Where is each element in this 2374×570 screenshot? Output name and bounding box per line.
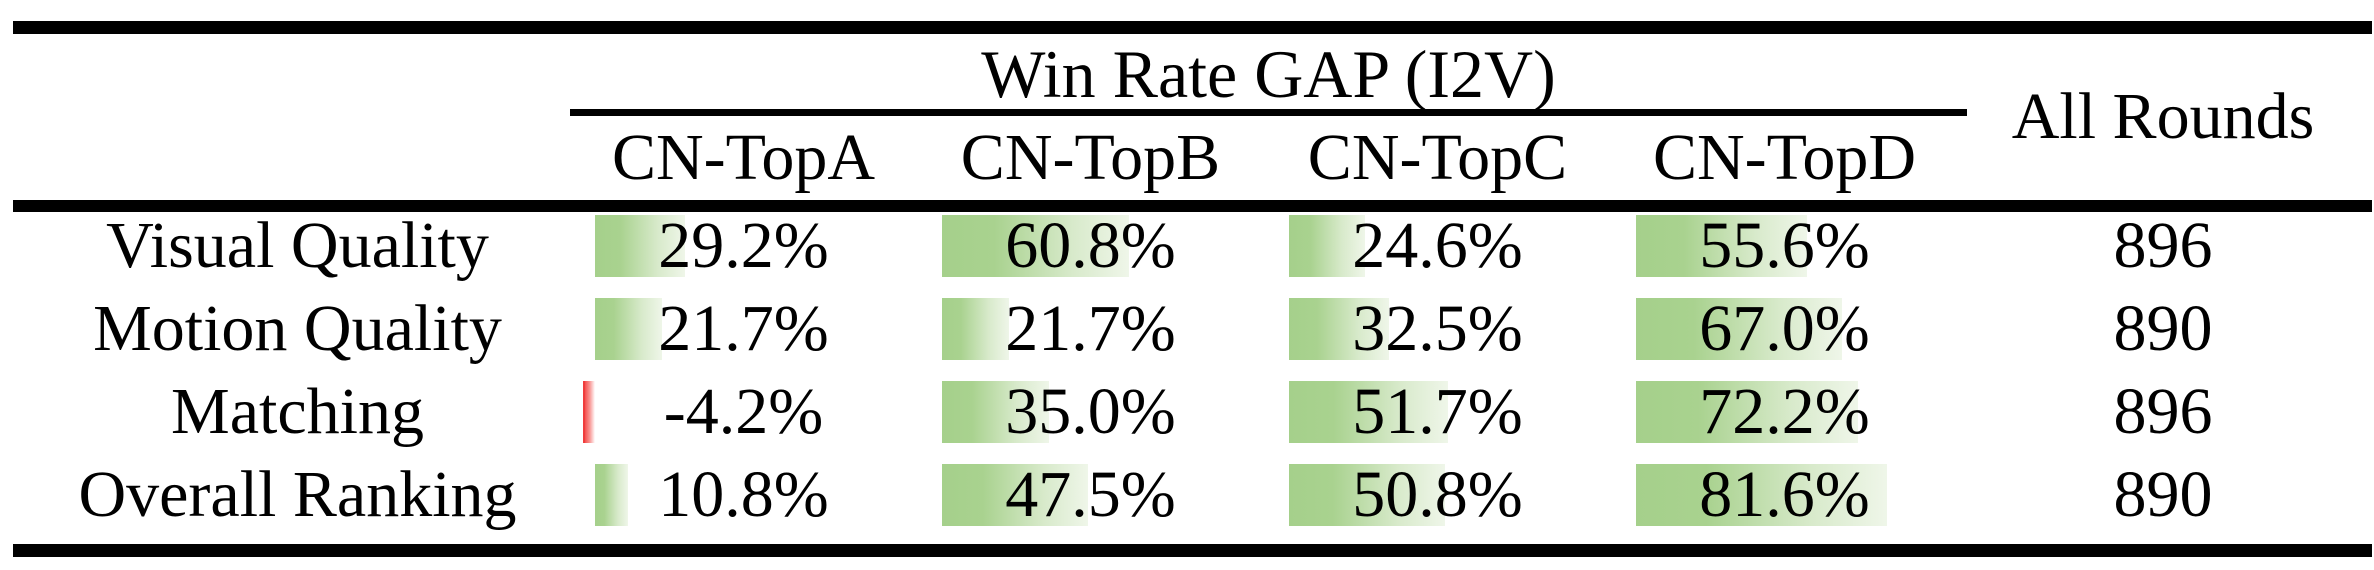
data-bar — [1636, 381, 1858, 443]
cell-value: 29.2% — [658, 209, 829, 282]
group-header: Win Rate GAP (I2V) — [981, 36, 1556, 112]
cell-value: 21.7% — [658, 292, 829, 365]
table-row: Matching -4.2% 35.0% 51.7% 72.2% 896 — [0, 375, 2374, 461]
table-row: Visual Quality 29.2% 60.8% 24.6% 55.6% 8… — [0, 209, 2374, 295]
cell-value: 50.8% — [1352, 458, 1523, 531]
table-cell: 10.8% — [570, 458, 917, 544]
cell-value: 32.5% — [1352, 292, 1523, 365]
data-bar — [1636, 298, 1842, 360]
column-header-all-rounds: All Rounds — [2011, 79, 2315, 153]
table-bottom-rule — [13, 544, 2372, 557]
row-label: Overall Ranking — [78, 458, 517, 531]
cell-value: 55.6% — [1699, 209, 1870, 282]
table-cell: 51.7% — [1264, 375, 1611, 461]
table-cell: 72.2% — [1611, 375, 1958, 461]
column-header-cn-topa: CN-TopA — [611, 120, 876, 194]
data-bar — [942, 298, 1009, 360]
data-bar — [583, 381, 595, 443]
cell-value: 67.0% — [1699, 292, 1870, 365]
data-bar — [942, 215, 1129, 277]
cell-value: 60.8% — [1005, 209, 1176, 282]
table-cell: 32.5% — [1264, 292, 1611, 378]
data-bar — [595, 464, 629, 526]
cell-value: 72.2% — [1699, 375, 1870, 448]
data-bar — [1289, 298, 1389, 360]
table-cell: 35.0% — [917, 375, 1264, 461]
table-cell: 29.2% — [570, 209, 917, 295]
column-header-cn-topc: CN-TopC — [1307, 120, 1568, 194]
cell-value: 51.7% — [1352, 375, 1523, 448]
row-label: Motion Quality — [93, 292, 502, 365]
table-cell: 47.5% — [917, 458, 1264, 544]
data-bar — [1636, 464, 1887, 526]
all-rounds-value: 896 — [2113, 375, 2213, 448]
cell-value: 47.5% — [1005, 458, 1176, 531]
table-cell: 60.8% — [917, 209, 1264, 295]
all-rounds-value: 896 — [2113, 209, 2213, 282]
data-bar — [942, 464, 1088, 526]
cell-value: -4.2% — [663, 375, 824, 448]
data-bar — [1636, 215, 1807, 277]
data-bar — [1289, 215, 1365, 277]
table-cell: 21.7% — [917, 292, 1264, 378]
data-bar — [1289, 464, 1445, 526]
table-cell: 50.8% — [1264, 458, 1611, 544]
cell-value: 35.0% — [1005, 375, 1176, 448]
data-bar — [595, 215, 685, 277]
data-bar — [1289, 381, 1448, 443]
all-rounds-value: 890 — [2113, 458, 2213, 531]
table-cell: -4.2% — [570, 375, 917, 461]
column-header-cn-topd: CN-TopD — [1652, 120, 1917, 194]
row-label: Matching — [171, 375, 424, 448]
all-rounds-value: 890 — [2113, 292, 2213, 365]
data-bar — [942, 381, 1050, 443]
table-cell: 21.7% — [570, 292, 917, 378]
cell-value: 81.6% — [1699, 458, 1870, 531]
column-header-cn-topb: CN-TopB — [960, 120, 1221, 194]
table-cell: 55.6% — [1611, 209, 1958, 295]
table-cell: 81.6% — [1611, 458, 1958, 544]
table-row: Motion Quality 21.7% 21.7% 32.5% 67.0% 8… — [0, 292, 2374, 378]
header-body-rule — [13, 200, 2372, 212]
table-row: Overall Ranking 10.8% 47.5% 50.8% 81.6% … — [0, 458, 2374, 544]
cell-value: 24.6% — [1352, 209, 1523, 282]
table-cell: 67.0% — [1611, 292, 1958, 378]
table-cell: 24.6% — [1264, 209, 1611, 295]
table-top-rule — [13, 21, 2372, 34]
group-header-underline — [570, 109, 1967, 116]
row-label: Visual Quality — [106, 209, 489, 282]
data-bar — [595, 298, 662, 360]
cell-value: 10.8% — [658, 458, 829, 531]
cell-value: 21.7% — [1005, 292, 1176, 365]
